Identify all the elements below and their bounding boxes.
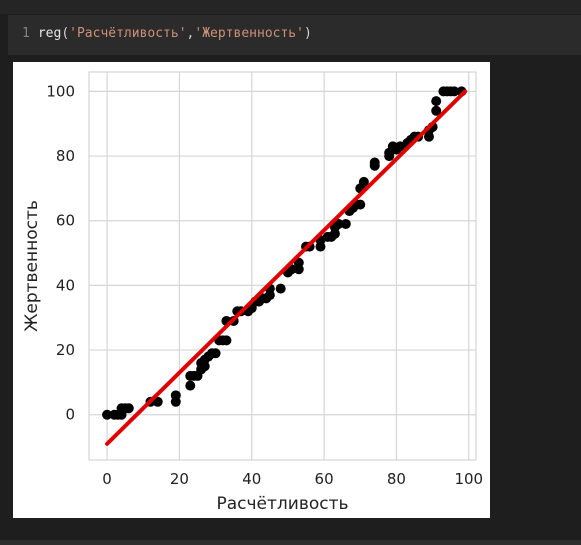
code-line[interactable]: 1 reg('Расчётливость','Жертвенность') <box>22 26 312 41</box>
data-point <box>431 105 442 116</box>
data-point <box>369 157 380 168</box>
x-axis-label: Расчётливость <box>216 494 348 514</box>
data-point <box>275 283 286 294</box>
data-point <box>221 335 232 346</box>
y-axis-label: Жертвенность <box>22 200 42 332</box>
data-point <box>185 380 196 391</box>
x-tick-label: 100 <box>454 470 483 488</box>
close-paren: ) <box>303 26 312 41</box>
regression-line <box>105 89 468 446</box>
x-tick-label: 0 <box>102 470 112 488</box>
data-point <box>358 176 369 187</box>
function-name: reg <box>37 26 62 41</box>
data-point <box>210 348 221 359</box>
y-tick-label: 60 <box>56 212 75 230</box>
y-tick-label: 20 <box>56 341 75 359</box>
data-point <box>152 396 163 407</box>
argument-2: 'Жертвенность' <box>194 26 304 41</box>
data-point <box>355 199 366 210</box>
bottom-strip <box>0 540 581 545</box>
open-paren: ( <box>61 26 70 41</box>
data-point <box>431 96 442 107</box>
data-point <box>102 409 113 420</box>
y-tick-label: 100 <box>46 82 75 100</box>
top-toolbar-strip <box>0 0 581 14</box>
x-tick-labels: 0 20 40 60 80 100 <box>102 470 483 488</box>
plot-frame <box>88 71 477 461</box>
data-point <box>170 390 181 401</box>
line-number: 1 <box>22 26 30 41</box>
scatter-points <box>102 86 467 420</box>
comma: , <box>186 26 195 41</box>
x-tick-label: 20 <box>170 470 189 488</box>
x-tick-label: 40 <box>242 470 261 488</box>
x-tick-label: 60 <box>315 470 334 488</box>
y-tick-label: 40 <box>56 276 75 294</box>
y-tick-label: 0 <box>65 406 75 424</box>
data-point <box>449 86 460 97</box>
data-point <box>123 403 134 414</box>
cell-output: 0 20 40 60 80 100 0 20 40 60 80 100 Расчётливость … <box>13 62 490 518</box>
code-cell[interactable]: 1 reg('Расчётливость','Жертвенность') <box>8 15 581 55</box>
y-tick-label: 80 <box>56 147 75 165</box>
data-point <box>333 218 344 229</box>
argument-1: 'Расчётливость' <box>69 26 187 41</box>
data-point <box>340 218 351 229</box>
y-tick-labels: 0 20 40 60 80 100 <box>46 82 75 423</box>
x-tick-label: 80 <box>387 470 406 488</box>
